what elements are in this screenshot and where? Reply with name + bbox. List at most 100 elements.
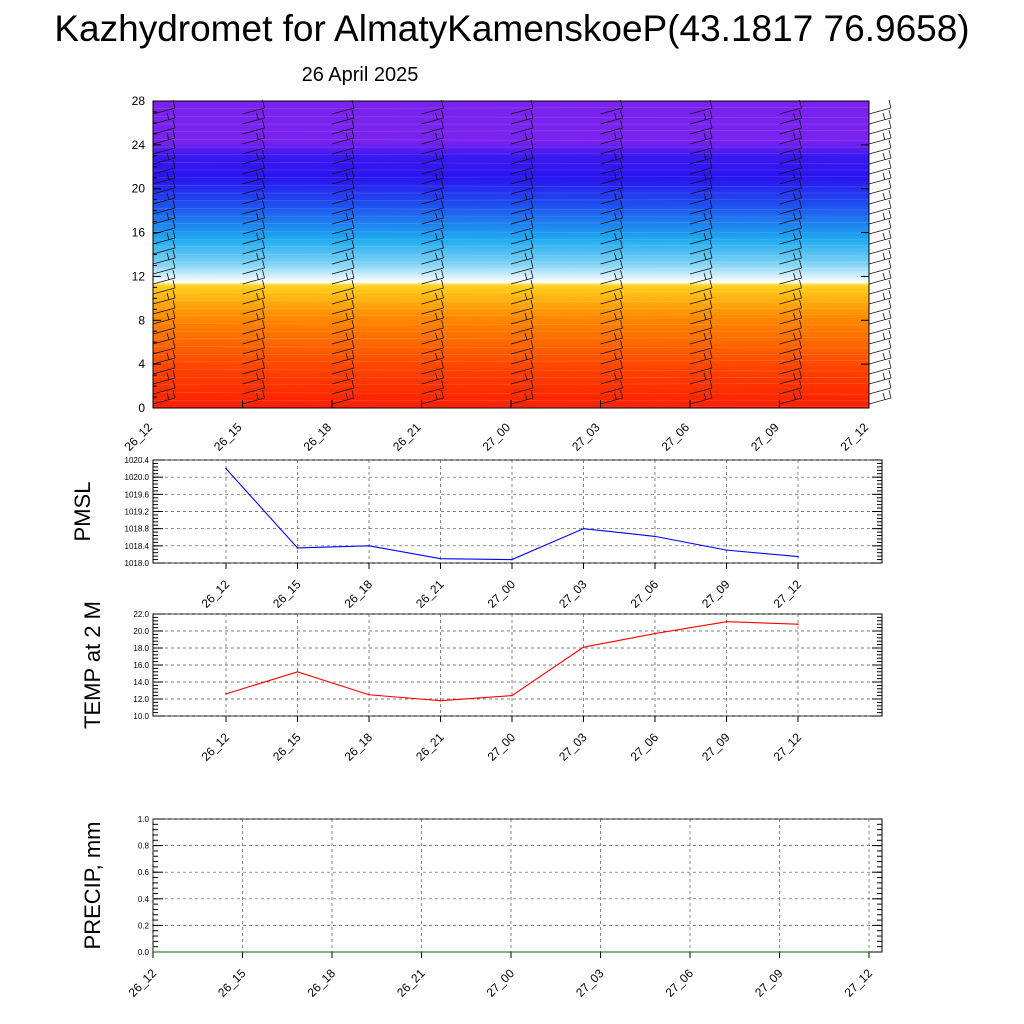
wind-barb [331,269,355,285]
data-point [725,620,728,623]
x-tick-label: 26_18 [301,420,335,454]
wind-barb [510,199,534,215]
wind-barb [331,319,355,335]
barb-flag [524,272,528,281]
wind-barb [421,99,444,115]
barb-shaft [152,297,176,305]
barb-shaft [331,377,355,385]
wind-barb [779,179,802,195]
barb-flag [530,179,534,189]
barb-flag [262,159,265,169]
wind-barb [152,279,176,295]
y-tick-label: 12.0 [133,695,149,704]
y-tick-label: 0 [138,401,145,415]
barb-flag [351,159,355,169]
barb-flag [703,152,707,161]
barb-flag [435,332,438,341]
barb-flag [620,139,623,149]
wind-barb [421,309,444,325]
wind-barb [510,299,534,315]
chart-title: Kazhydromet for AlmatyKamenskoeP(43.1817… [54,8,970,49]
wind-barb [689,369,713,385]
barb-shaft [152,107,176,115]
barb-flag [524,292,528,301]
barb-flag [172,169,176,179]
contour-line [152,245,870,248]
barb-flag [256,252,259,261]
barb-flag [345,152,349,161]
wind-barb [689,339,713,355]
barb-flag [799,369,802,379]
barb-shaft [868,157,892,165]
barb-flag [709,309,713,319]
x-tick-label: 27_09 [748,420,782,454]
wind-barb [242,349,265,365]
barb-flag [620,369,623,379]
barb-flag [172,389,176,399]
barb-shaft [152,167,176,175]
wind-barb [242,229,265,245]
barb-shaft [868,237,892,245]
barb-flag [709,249,713,259]
barb-flag [435,312,438,321]
wind-barb [242,249,265,265]
barb-flag [441,189,444,199]
barb-flag [620,119,623,129]
barb-shaft [242,337,265,345]
wind-barb [331,299,355,315]
barb-shaft [421,297,444,305]
wind-barb [689,179,713,195]
barb-flag [441,339,444,349]
wind-barb [331,119,355,135]
barb-flag [256,132,259,141]
contour-line [152,116,870,119]
barb-shaft [421,127,444,135]
barb-flag [793,212,796,221]
contour-line [152,337,870,340]
barb-shaft [152,197,176,205]
barb-flag [882,352,886,361]
barb-flag [530,199,534,209]
barb-shaft [779,207,802,215]
wind-barb [779,99,802,115]
wind-barb [331,389,355,405]
wind-barb [779,129,802,145]
barb-shaft [689,107,713,115]
barb-shaft [779,167,802,175]
wind-barb [689,299,713,315]
barb-flag [530,279,534,289]
barb-flag [172,219,176,229]
barb-shaft [152,377,176,385]
wind-barb [868,259,892,275]
barb-shaft [152,207,176,215]
barb-flag [620,349,623,359]
barb-flag [172,159,176,169]
barb-shaft [152,217,176,225]
wind-barb [242,309,265,325]
barb-shaft [510,177,534,185]
x-tick-label: 26_12 [122,420,156,454]
barb-shaft [510,397,534,405]
barb-flag [435,112,438,121]
y-tick-label: 0.6 [138,868,150,877]
barb-shaft [868,137,892,145]
data-point [654,535,656,538]
barb-flag [530,289,534,299]
barb-flag [256,292,259,301]
barb-flag [262,179,265,189]
barb-shaft [689,187,713,195]
x-tick-label: 27_03 [556,577,590,611]
barb-shaft [689,267,713,275]
barb-flag [882,392,886,401]
wind-barb [600,369,623,385]
barb-shaft [868,117,892,125]
barb-shaft [510,137,534,145]
barb-flag [172,309,176,319]
wind-barb [331,169,355,185]
wind-barb [868,139,892,155]
barb-shaft [779,297,802,305]
wind-barb [868,369,892,385]
barb-flag [793,292,796,301]
heatmap-field [153,101,869,408]
wind-barb [868,159,892,175]
